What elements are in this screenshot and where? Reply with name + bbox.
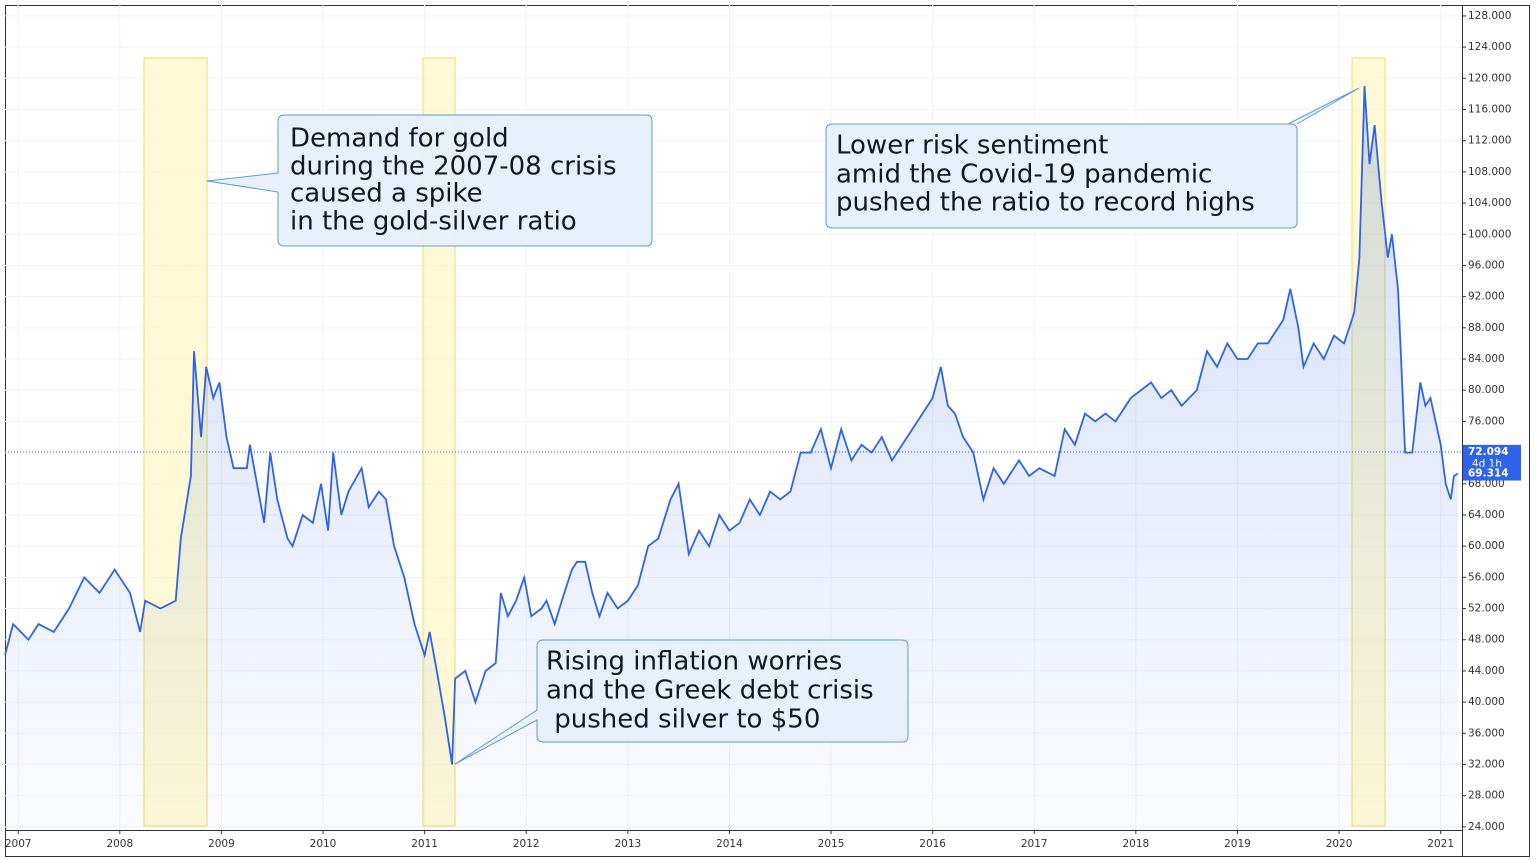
callout-text: in the gold-silver ratio xyxy=(290,207,577,237)
price-label-bg xyxy=(1463,444,1521,470)
callout: Demand for gold during the 2007-08 crisi… xyxy=(206,114,653,247)
callout-box xyxy=(825,87,1360,229)
y-tick-label: 24.000 xyxy=(1468,821,1505,833)
x-tick-label: 2012 xyxy=(513,838,540,850)
line xyxy=(4,86,1459,765)
x-tick-label: 2014 xyxy=(716,838,743,850)
y-tick-label: 96.000 xyxy=(1468,259,1505,271)
x-tick-label: 2017 xyxy=(1021,838,1048,850)
current-label-bg xyxy=(1463,466,1521,481)
x-tick-label: 2011 xyxy=(411,838,438,850)
y-tick-label: 116.000 xyxy=(1468,103,1511,115)
callout-text: Demand for gold xyxy=(290,124,509,154)
y-tick-label: 76.000 xyxy=(1468,415,1505,427)
y-tick-label: 68.000 xyxy=(1468,478,1505,490)
y-tick-label: 124.000 xyxy=(1468,41,1511,53)
callout: Lower risk sentiment amid the Covid-19 p… xyxy=(825,87,1360,229)
y-tick-label: 44.000 xyxy=(1468,665,1505,677)
callout-text: amid the Covid-19 pandemic xyxy=(836,160,1212,190)
callout-text: Lower risk sentiment xyxy=(836,131,1108,161)
current-label: 69.314 xyxy=(1468,468,1509,480)
y-tick-label: 52.000 xyxy=(1468,603,1505,615)
callout-text: during the 2007-08 crisis xyxy=(290,152,617,182)
y-tick-label: 108.000 xyxy=(1468,166,1511,178)
x-tick-label: 2020 xyxy=(1326,838,1353,850)
x-tick-label: 2021 xyxy=(1427,838,1454,850)
y-tick-label: 60.000 xyxy=(1468,540,1505,552)
x-tick-label: 2018 xyxy=(1122,838,1149,850)
callout-text: caused a spike xyxy=(290,179,483,209)
y-tick-label: 48.000 xyxy=(1468,634,1505,646)
x-tick-label: 2013 xyxy=(614,838,641,850)
callout: Rising inflation worries and the Greek d… xyxy=(454,639,909,765)
y-tick-label: 84.000 xyxy=(1468,353,1505,365)
y-tick-label: 56.000 xyxy=(1468,571,1505,583)
y-tick-label: 128.000 xyxy=(1468,10,1511,22)
x-tick-label: 2019 xyxy=(1224,838,1251,850)
x-tick-label: 2007 xyxy=(5,838,32,850)
callout-text: pushed silver to $50 xyxy=(546,705,820,735)
callout-box xyxy=(454,639,909,765)
y-tick-label: 100.000 xyxy=(1468,228,1511,240)
y-tick-label: 92.000 xyxy=(1468,291,1505,303)
y-tick-label: 32.000 xyxy=(1468,758,1505,770)
x-tick-label: 2008 xyxy=(106,838,133,850)
x-tick-label: 2009 xyxy=(208,838,235,850)
y-tick-label: 64.000 xyxy=(1468,509,1505,521)
frame xyxy=(5,5,1530,857)
y-tick-label: 112.000 xyxy=(1468,135,1511,147)
callout-text: pushed the ratio to record highs xyxy=(836,188,1255,218)
y-tick-label: 80.000 xyxy=(1468,384,1505,396)
x-tick-label: 2015 xyxy=(818,838,845,850)
x-tick-label: 2010 xyxy=(310,838,337,850)
y-tick-label: 120.000 xyxy=(1468,72,1511,84)
y-tick-label: 36.000 xyxy=(1468,727,1505,739)
price-label: 72.094 xyxy=(1468,446,1509,458)
x-tick-label: 2016 xyxy=(919,838,946,850)
y-tick-label: 88.000 xyxy=(1468,322,1505,334)
area-fill xyxy=(5,86,1458,831)
y-tick-label: 104.000 xyxy=(1468,197,1511,209)
callout-text: and the Greek debt crisis xyxy=(546,676,874,706)
y-tick-label: 28.000 xyxy=(1468,790,1505,802)
callout-text: Rising inflation worries xyxy=(546,647,842,677)
y-tick-label: 40.000 xyxy=(1468,696,1505,708)
callout-box xyxy=(206,114,653,247)
